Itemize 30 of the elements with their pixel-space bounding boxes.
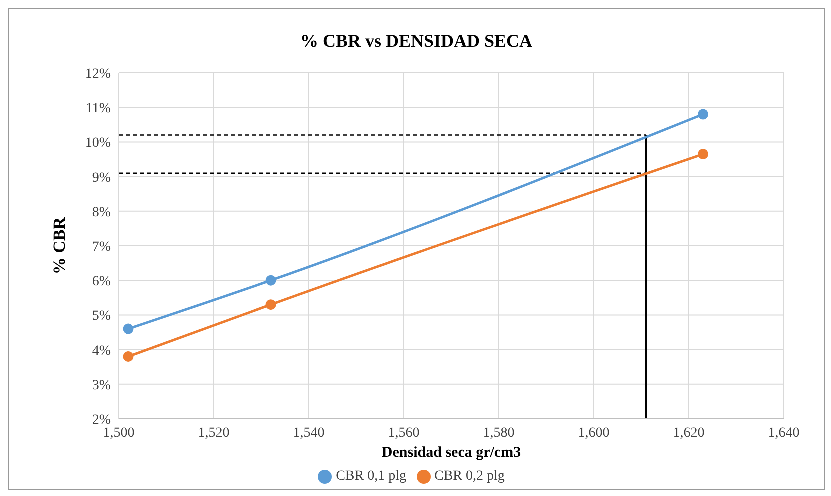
y-tick-label: 4%	[92, 344, 112, 359]
y-tick-label: 5%	[92, 309, 112, 324]
point	[698, 149, 708, 160]
y-tick-label: 10%	[85, 136, 112, 152]
x-tick-label: 1,540	[293, 426, 325, 441]
x-tick-label: 1,500	[103, 426, 135, 441]
x-tick-label: 1,600	[578, 426, 610, 441]
point	[266, 275, 276, 286]
chart-title: % CBR vs DENSIDAD SECA	[299, 31, 534, 52]
x-tick-label: 1,580	[483, 426, 515, 441]
x-axis-title: Densidad seca gr/cm3	[382, 445, 522, 461]
y-tick-label: 8%	[92, 205, 112, 220]
y-tick-label: 2%	[92, 412, 112, 428]
point	[123, 351, 134, 362]
x-tick-label: 1,520	[198, 426, 230, 441]
y-tick-label: 11%	[86, 102, 112, 117]
y-tick-label: 7%	[92, 240, 112, 255]
y-tick-label: 6%	[92, 274, 112, 290]
y-axis-title: % CBR	[50, 216, 70, 275]
legend-label: CBR 0,2 plg	[434, 469, 505, 484]
y-tick-label: 3%	[92, 378, 112, 394]
point	[123, 324, 134, 334]
x-tick-label: 1,560	[388, 426, 420, 441]
y-tick-label: 9%	[92, 170, 112, 186]
point	[698, 109, 708, 120]
y-tick-label: 12%	[85, 66, 112, 82]
x-tick-label: 1,620	[673, 426, 705, 441]
point	[266, 300, 276, 310]
x-tick-label: 1,640	[768, 426, 800, 441]
legend-label: CBR 0,1 plg	[336, 469, 406, 484]
